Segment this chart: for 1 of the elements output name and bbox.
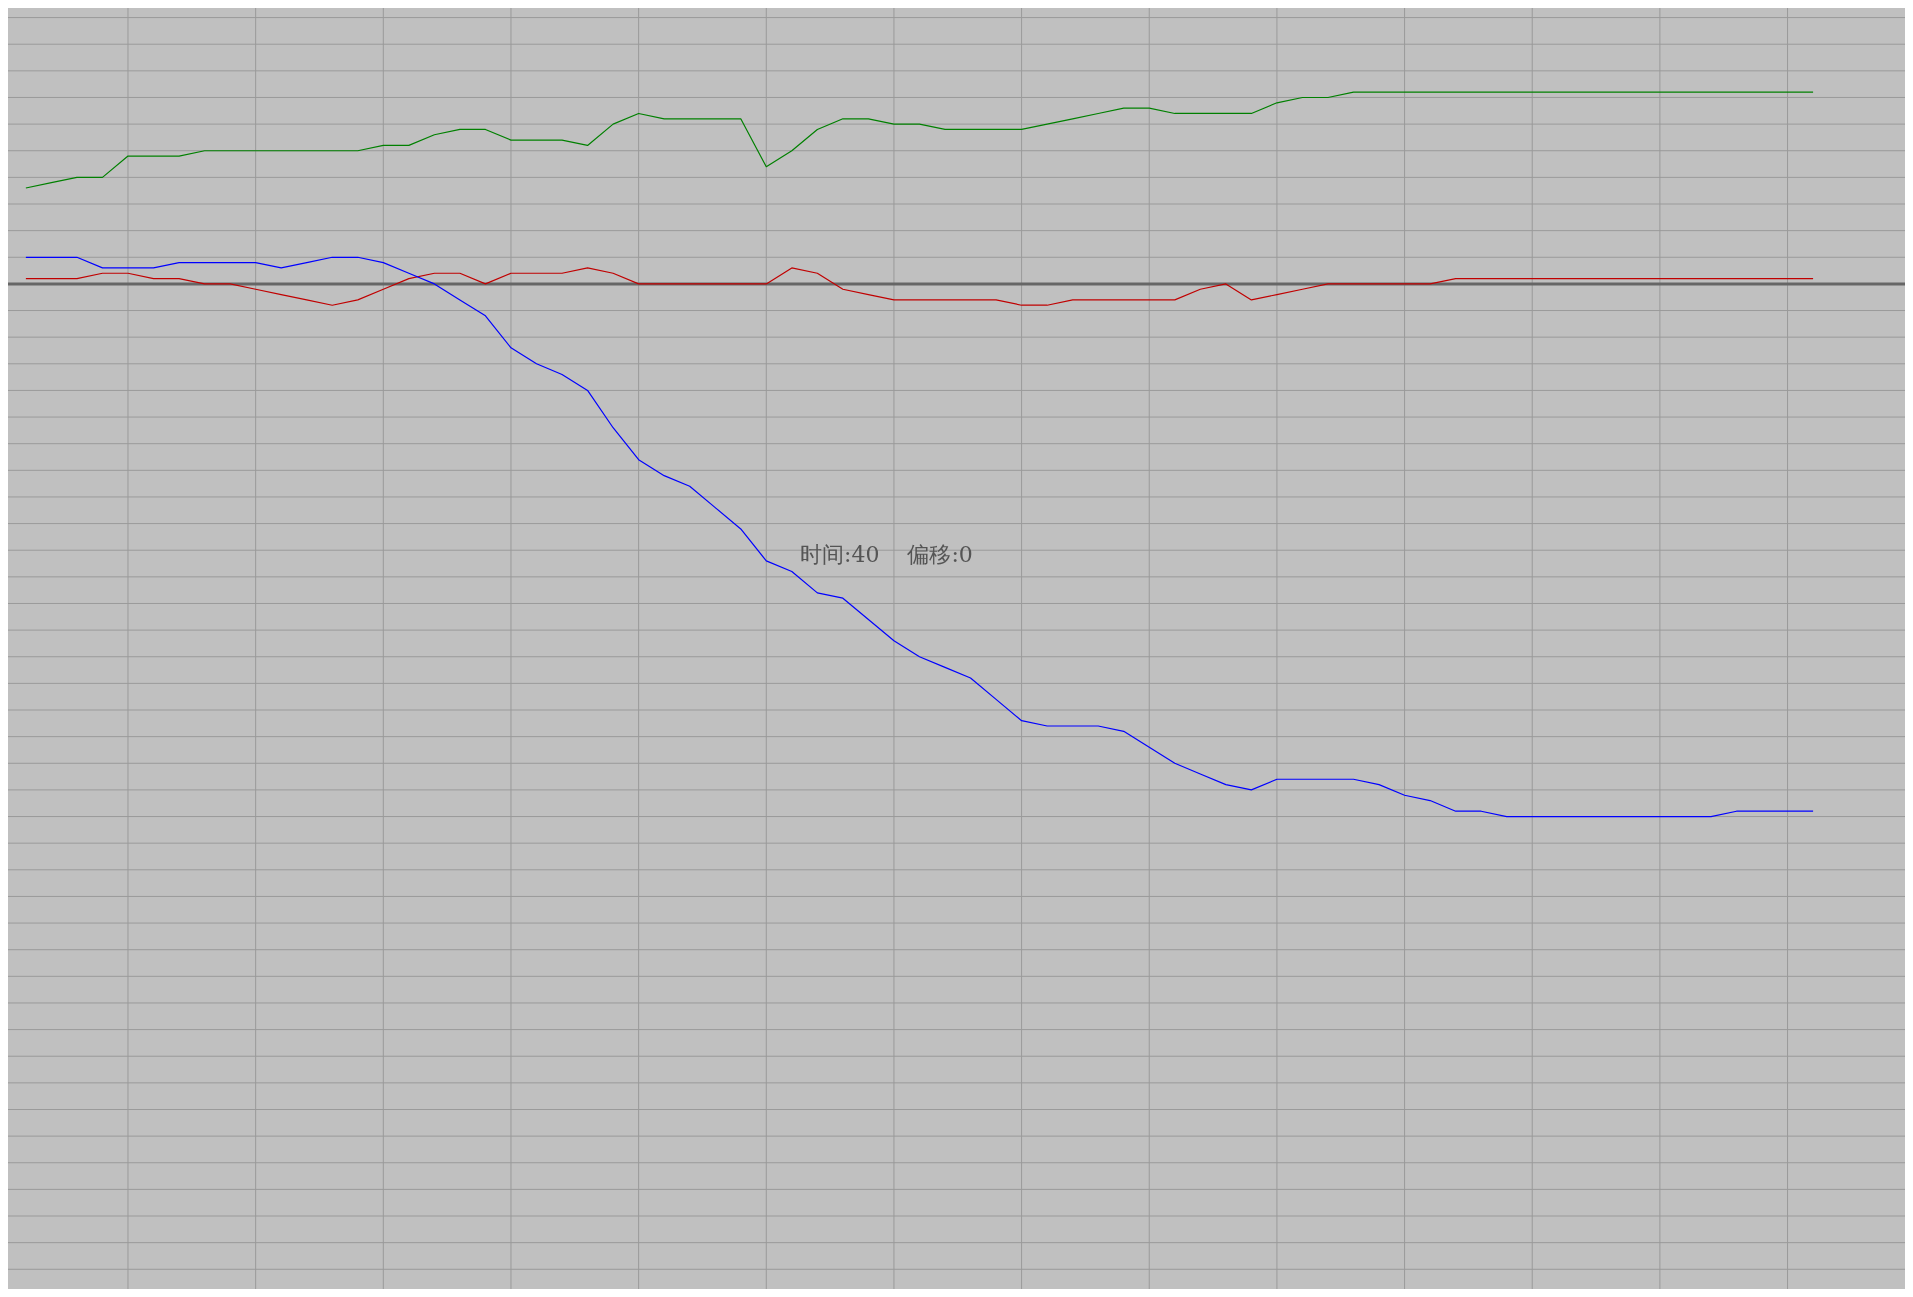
annotation: 时间:40 偏移:0: [800, 541, 973, 569]
